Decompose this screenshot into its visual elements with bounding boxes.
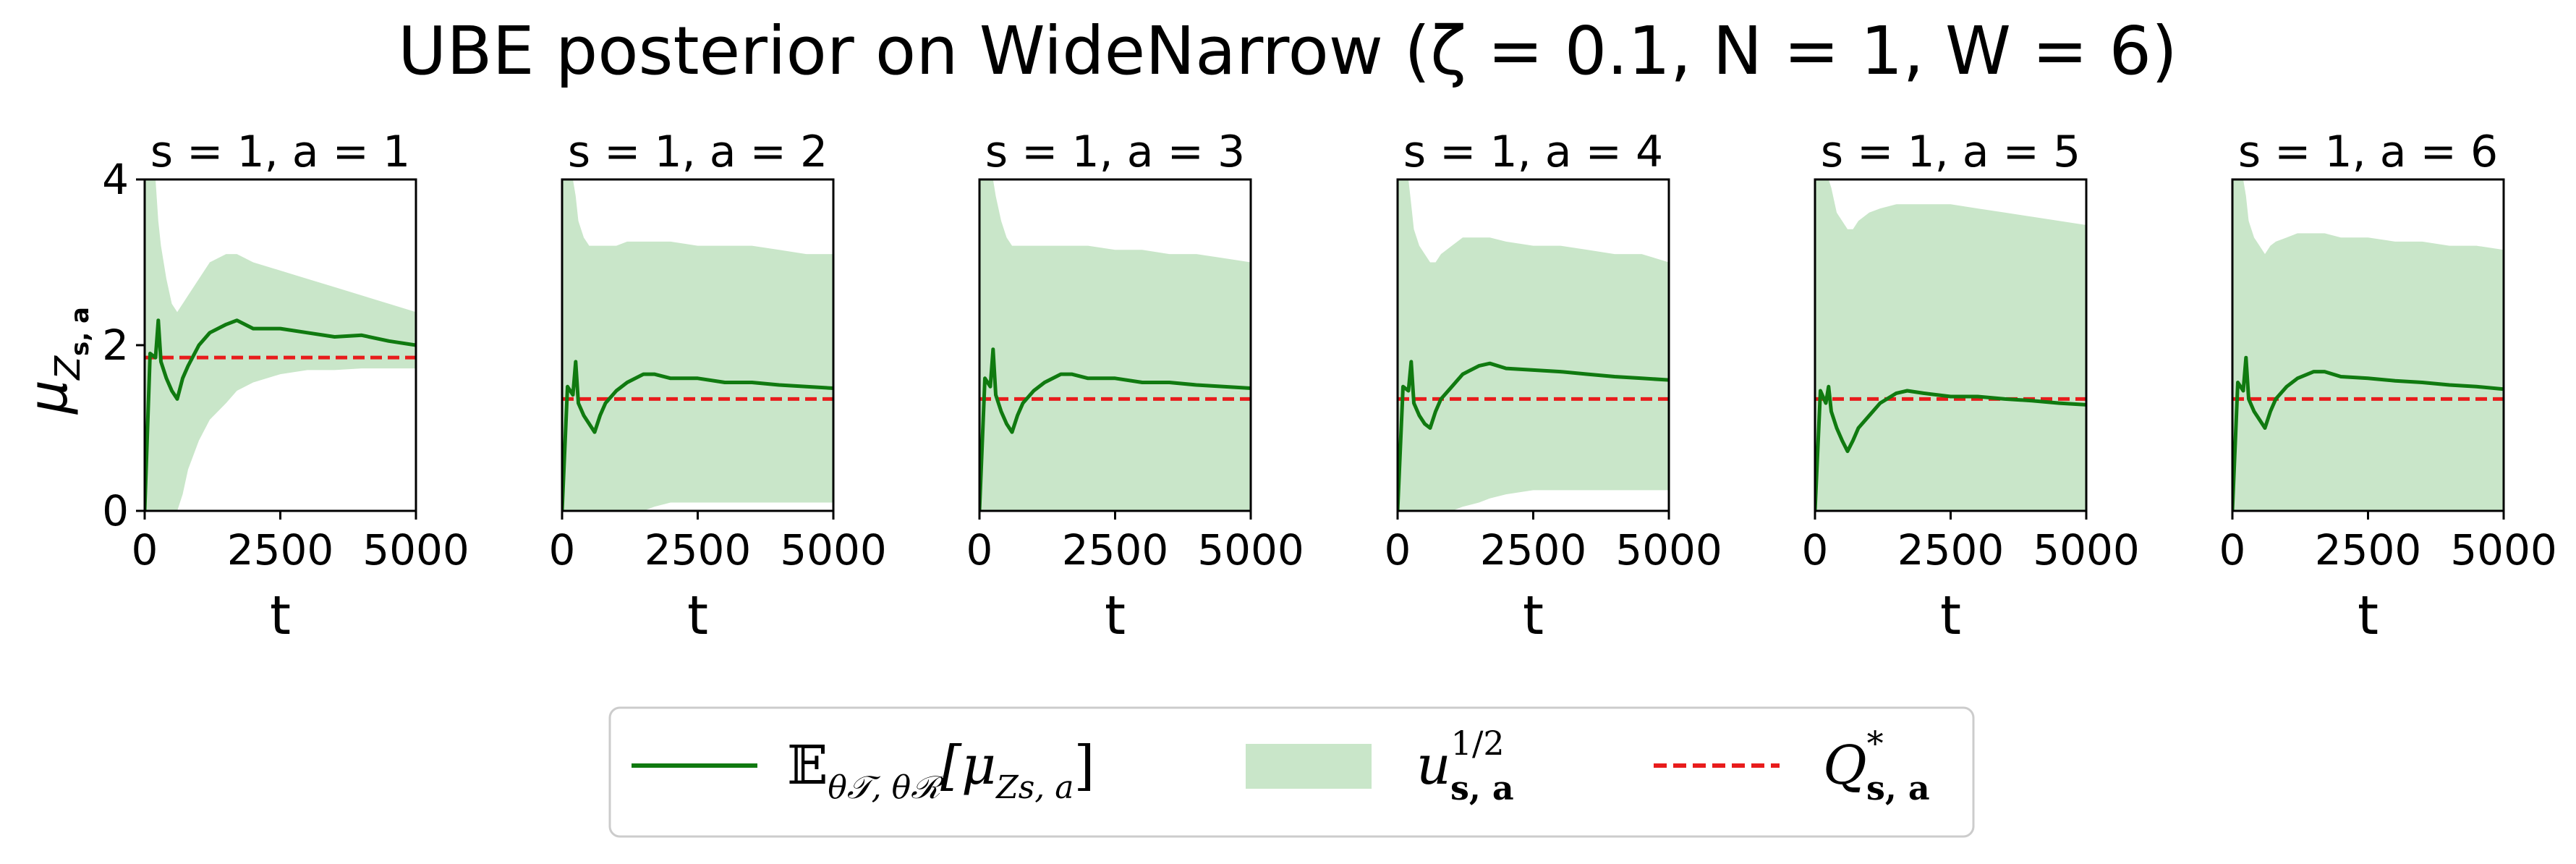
uncertainty-band — [2232, 179, 2504, 511]
subplot-3: s = 1, a = 3 0 2500 5000 t — [966, 127, 1304, 647]
uncertainty-band — [562, 179, 833, 511]
subplot-title: s = 1, a = 5 — [1821, 127, 2080, 177]
plot-area — [2232, 179, 2504, 511]
x-tick-label: 2500 — [1062, 525, 1169, 575]
legend-opt-label: Q* s, a — [1823, 724, 1930, 808]
legend-unc-swatch — [1246, 744, 1372, 789]
x-tick-label: 5000 — [780, 525, 887, 575]
x-tick-label: 2500 — [645, 525, 752, 575]
x-tick-label: 5000 — [2033, 525, 2140, 575]
uncertainty-band — [1398, 179, 1669, 511]
x-axis-label: t — [1940, 585, 1961, 647]
subplot-4: s = 1, a = 4 0 2500 5000 t — [1385, 127, 1722, 647]
uncertainty-band — [145, 179, 416, 511]
x-tick-label: 0 — [1802, 525, 1829, 575]
subplot-title: s = 1, a = 3 — [985, 127, 1245, 177]
plot-area — [979, 179, 1251, 511]
x-tick-label: 0 — [2219, 525, 2246, 575]
x-tick-label: 2500 — [2315, 525, 2422, 575]
legend: 𝔼θ𝒯, θℛ[μZs, a] u1/2 s, a Q* s, a — [608, 706, 1975, 838]
plot-area — [1398, 179, 1669, 511]
subplot-title: s = 1, a = 1 — [150, 127, 410, 177]
y-tick-label: 0 — [102, 486, 129, 535]
uncertainty-band — [1815, 179, 2086, 511]
x-tick-label: 2500 — [227, 525, 334, 575]
x-tick-label: 0 — [1385, 525, 1411, 575]
subplot-5: s = 1, a = 5 0 2500 5000 t — [1802, 127, 2140, 647]
plot-area — [1815, 179, 2086, 511]
subplot-title: s = 1, a = 6 — [2238, 127, 2498, 177]
legend-unc-label: u1/2 s, a — [1416, 724, 1514, 808]
x-axis-label: t — [1523, 585, 1544, 647]
x-axis-label: t — [270, 585, 291, 647]
mean-line — [562, 360, 833, 511]
y-tick-label: 4 — [102, 155, 129, 204]
legend-mean-label: 𝔼θ𝒯, θℛ[μZs, a] — [787, 734, 1094, 806]
mean-line — [1398, 360, 1669, 511]
mean-line — [979, 347, 1251, 511]
plot-area — [562, 179, 833, 511]
subplot-grid: s = 1, a = 1 0 2500 5000 t 0 2 4 s = 1, a = 2 0 25… — [102, 127, 2557, 647]
x-tick-label: 0 — [966, 525, 993, 575]
subplot-2: s = 1, a = 2 0 2500 5000 t — [549, 127, 887, 647]
svg-text:μZs, a: μZs, a — [17, 307, 95, 415]
mean-line — [1815, 384, 2086, 511]
x-tick-label: 2500 — [1480, 525, 1587, 575]
figure-title: UBE posterior on WideNarrow (ζ = 0.1, N … — [398, 12, 2177, 90]
x-tick-label: 0 — [549, 525, 576, 575]
x-tick-label: 5000 — [1615, 525, 1722, 575]
x-tick-label: 5000 — [1197, 525, 1304, 575]
x-axis-label: t — [1105, 585, 1126, 647]
y-tick-label: 2 — [102, 321, 129, 370]
mean-line — [2232, 355, 2504, 511]
mean-line — [145, 318, 416, 511]
subplot-title: s = 1, a = 2 — [568, 127, 828, 177]
plot-area — [145, 179, 416, 511]
x-axis-label: t — [2358, 585, 2379, 647]
x-tick-label: 0 — [132, 525, 158, 575]
x-tick-label: 5000 — [362, 525, 469, 575]
subplot-1: s = 1, a = 1 0 2500 5000 t 0 2 4 — [102, 127, 469, 647]
y-label-sub: Z — [48, 355, 88, 381]
x-axis-label: t — [687, 585, 708, 647]
y-label-subsub: s, a — [66, 307, 95, 356]
y-label-mu: μ — [17, 380, 80, 415]
x-tick-label: 5000 — [2450, 525, 2557, 575]
y-axis-label: μZs, a — [17, 307, 95, 415]
subplot-title: s = 1, a = 4 — [1403, 127, 1663, 177]
x-tick-label: 2500 — [1897, 525, 2005, 575]
subplot-6: s = 1, a = 6 0 2500 5000 t — [2219, 127, 2557, 647]
uncertainty-band — [979, 179, 1251, 511]
